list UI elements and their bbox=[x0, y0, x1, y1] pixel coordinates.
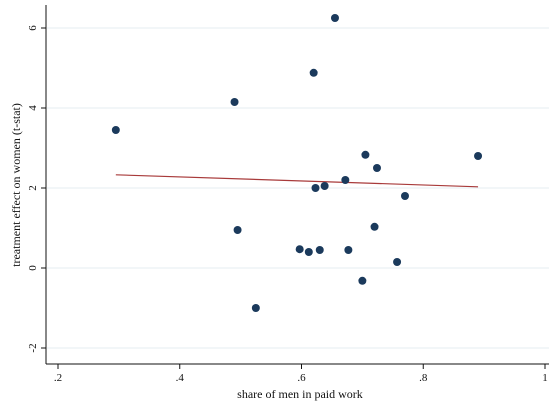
data-point bbox=[361, 150, 370, 159]
data-point bbox=[344, 246, 353, 254]
data-point bbox=[400, 192, 409, 200]
data-point bbox=[320, 182, 329, 190]
data-point bbox=[309, 68, 318, 77]
data-point bbox=[341, 176, 350, 184]
x-tick-label: .4 bbox=[176, 372, 185, 384]
fit-line bbox=[115, 174, 479, 188]
ticks: -2 0 2 4 6 .2 .4 .6 .8 1 bbox=[27, 25, 548, 384]
data-point bbox=[330, 14, 339, 22]
y-tick-label: 4 bbox=[27, 105, 39, 111]
data-point bbox=[393, 258, 402, 266]
fit-line-layer bbox=[115, 174, 479, 188]
data-point bbox=[311, 184, 320, 192]
x-axis-title: share of men in paid work bbox=[237, 387, 363, 401]
data-point bbox=[233, 226, 242, 234]
y-tick-label: 0 bbox=[27, 265, 39, 271]
x-tick-label: 1 bbox=[542, 372, 548, 384]
y-axis-title: treatment effect on women (t-stat) bbox=[9, 103, 23, 267]
data-point bbox=[372, 164, 381, 172]
y-tick-label: 2 bbox=[27, 185, 39, 191]
data-point bbox=[230, 98, 239, 106]
grid-lines bbox=[47, 27, 549, 349]
axes bbox=[45, 5, 549, 365]
x-tick-label: .2 bbox=[54, 372, 62, 384]
data-point bbox=[474, 152, 483, 160]
x-tick-label: .6 bbox=[297, 372, 306, 384]
data-point bbox=[358, 276, 367, 285]
y-tick-label: 6 bbox=[27, 25, 39, 31]
data-point bbox=[251, 304, 260, 312]
data-point bbox=[370, 222, 379, 231]
data-point bbox=[111, 126, 120, 134]
data-point bbox=[315, 246, 324, 254]
data-point bbox=[295, 245, 304, 254]
x-tick-label: .8 bbox=[419, 372, 428, 384]
y-tick-label: -2 bbox=[27, 343, 39, 352]
data-points bbox=[111, 14, 483, 312]
data-point bbox=[304, 248, 313, 256]
